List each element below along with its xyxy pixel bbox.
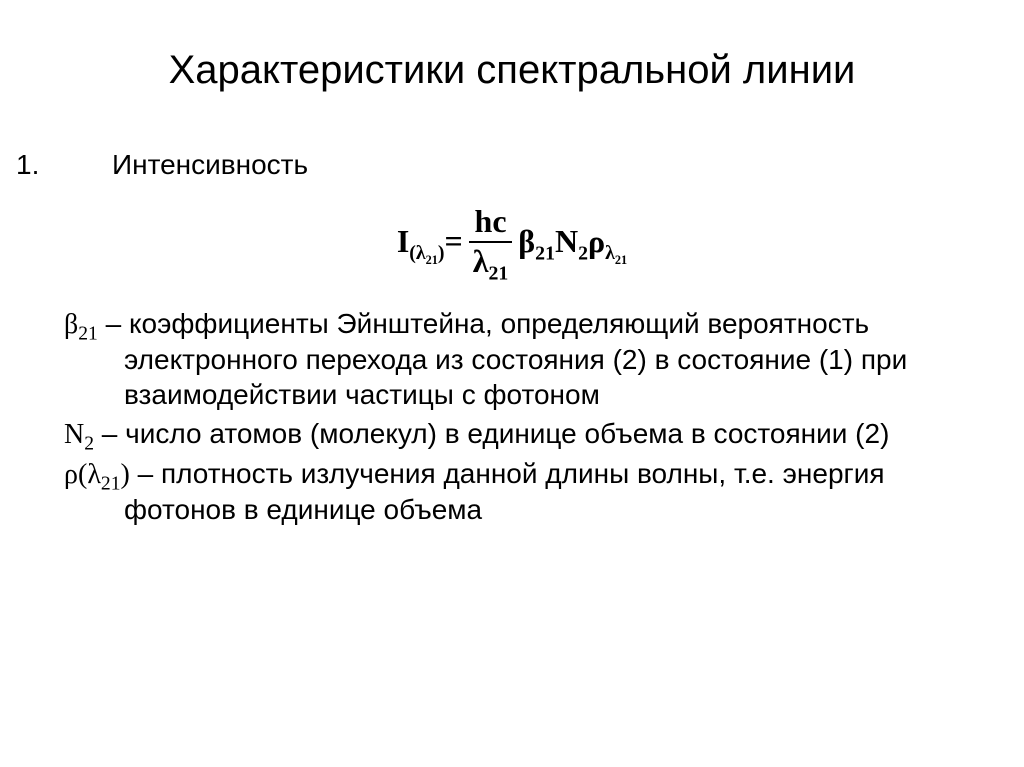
fraction-den-sub: 21 bbox=[488, 262, 508, 284]
formula-lhs: I(λ21) bbox=[397, 223, 445, 260]
slide-title: Характеристики спектральной линии bbox=[64, 48, 960, 93]
fraction-numerator: hc bbox=[471, 205, 511, 239]
section-heading: 1.Интенсивность bbox=[64, 149, 960, 181]
formula-rho: ρλ21 bbox=[588, 223, 627, 260]
formula-lhs-sub-close: ) bbox=[438, 242, 445, 264]
item-number: 1. bbox=[64, 149, 112, 181]
formula-fraction: hc λ21 bbox=[469, 205, 513, 278]
def-rho-symbol: ρ(λ21) bbox=[64, 459, 130, 490]
rho-sub-sym: λ bbox=[605, 242, 615, 264]
def-rho-lambda: λ bbox=[87, 459, 101, 490]
slide: Характеристики спектральной линии 1.Инте… bbox=[0, 0, 1024, 767]
def-N-symbol: N2 bbox=[64, 419, 94, 450]
definition-rho: ρ(λ21) – плотность излучения данной длин… bbox=[64, 456, 960, 527]
beta-sub: 21 bbox=[535, 242, 555, 264]
def-beta-symbol: β21 bbox=[64, 309, 98, 340]
formula-lhs-sub-open: (λ bbox=[409, 242, 425, 264]
def-rho-text: – плотность излучения данной длины волны… bbox=[124, 458, 885, 525]
fraction-den-sym: λ bbox=[473, 243, 489, 279]
N-sym: N bbox=[555, 223, 578, 259]
def-N-sub: 2 bbox=[84, 434, 94, 455]
def-beta-sub: 21 bbox=[78, 324, 98, 345]
def-beta-text: – коэффициенты Эйнштейна, определяющий в… bbox=[98, 308, 907, 410]
rho-sym: ρ bbox=[588, 223, 605, 259]
def-N-sym: N bbox=[64, 419, 84, 450]
def-rho-close: ) bbox=[120, 459, 129, 490]
def-rho-sub: 21 bbox=[101, 474, 121, 495]
beta-sym: β bbox=[518, 223, 535, 259]
definition-beta: β21 – коэффициенты Эйнштейна, определяющ… bbox=[64, 306, 960, 412]
definitions: β21 – коэффициенты Эйнштейна, определяющ… bbox=[64, 306, 960, 527]
N-sub: 2 bbox=[578, 242, 588, 264]
rho-sub-21: 21 bbox=[615, 253, 627, 267]
def-rho-sym: ρ bbox=[64, 459, 78, 490]
fraction-denominator: λ21 bbox=[469, 245, 513, 279]
formula-beta: β21 bbox=[518, 223, 555, 260]
def-N-text: – число атомов (молекул) в единице объем… bbox=[94, 418, 889, 449]
formula-lhs-sub-21: 21 bbox=[426, 253, 438, 267]
formula-eq: = bbox=[445, 223, 463, 260]
formula: I(λ21) = hc λ21 β21N2ρλ21 bbox=[64, 205, 960, 278]
formula-N: N2 bbox=[555, 223, 588, 260]
def-beta-sym: β bbox=[64, 309, 78, 340]
definition-N: N2 – число атомов (молекул) в единице об… bbox=[64, 416, 960, 452]
def-rho-open: ( bbox=[78, 459, 87, 490]
formula-I: I bbox=[397, 223, 409, 259]
item-label: Интенсивность bbox=[112, 149, 308, 180]
